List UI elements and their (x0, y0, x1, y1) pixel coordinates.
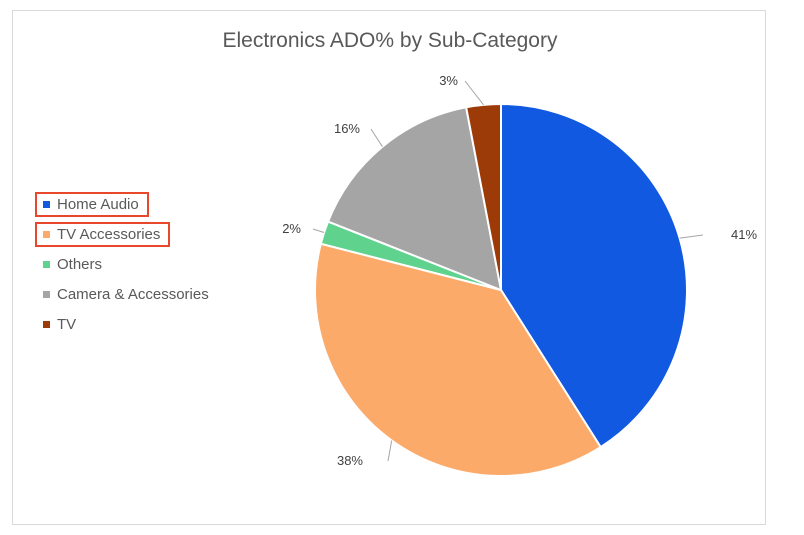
data-label: 16% (334, 121, 360, 136)
legend-entry: Others (35, 252, 112, 277)
legend-swatch (43, 230, 50, 238)
legend-entry: Camera & Accessories (35, 282, 219, 307)
legend-label: Home Audio (57, 195, 139, 213)
legend-label: TV (57, 315, 77, 333)
pie-slice-tv-accessories[interactable] (314, 242, 603, 477)
legend-item-camera-accessories[interactable]: Camera & Accessories (35, 279, 219, 309)
chart-frame: Electronics ADO% by Sub-Category 41% 38% 2… (12, 10, 766, 525)
data-label: 2% (282, 221, 301, 236)
legend-label: TV Accessories (57, 225, 161, 243)
data-label: 38% (337, 453, 363, 468)
legend-swatch (43, 290, 50, 298)
pie-slice-tv[interactable] (464, 102, 502, 291)
pie-slices (314, 102, 688, 477)
leader-line (312, 228, 325, 233)
pie-chart: 41% 38% 2% 16% 3% (282, 73, 757, 477)
legend-label: Others (57, 255, 103, 273)
legend-swatch (43, 260, 50, 268)
legend-swatch (43, 200, 50, 208)
legend: Home Audio TV Accessories Others Camera … (35, 189, 219, 339)
pie-slice-home-audio[interactable] (500, 102, 688, 449)
legend-swatch (43, 320, 50, 328)
legend-highlight-box: TV Accessories (35, 221, 171, 247)
chart-title: Electronics ADO% by Sub-Category (222, 29, 558, 52)
data-label: 41% (731, 227, 757, 242)
legend-highlight-box: Home Audio (35, 191, 149, 217)
pie-slice-camera-accessories[interactable] (326, 106, 503, 292)
legend-item-tv-accessories[interactable]: TV Accessories (35, 219, 219, 249)
pie-data-labels: 41% 38% 2% 16% 3% (282, 73, 757, 468)
legend-item-home-audio[interactable]: Home Audio (35, 189, 219, 219)
leader-line (464, 80, 484, 106)
legend-item-others[interactable]: Others (35, 249, 219, 279)
legend-item-tv[interactable]: TV (35, 309, 219, 339)
data-label: 3% (439, 73, 458, 88)
leader-line (370, 128, 383, 147)
leader-line (387, 440, 393, 462)
legend-label: Camera & Accessories (57, 285, 209, 303)
leader-line (679, 234, 704, 239)
legend-entry: TV (35, 312, 86, 337)
